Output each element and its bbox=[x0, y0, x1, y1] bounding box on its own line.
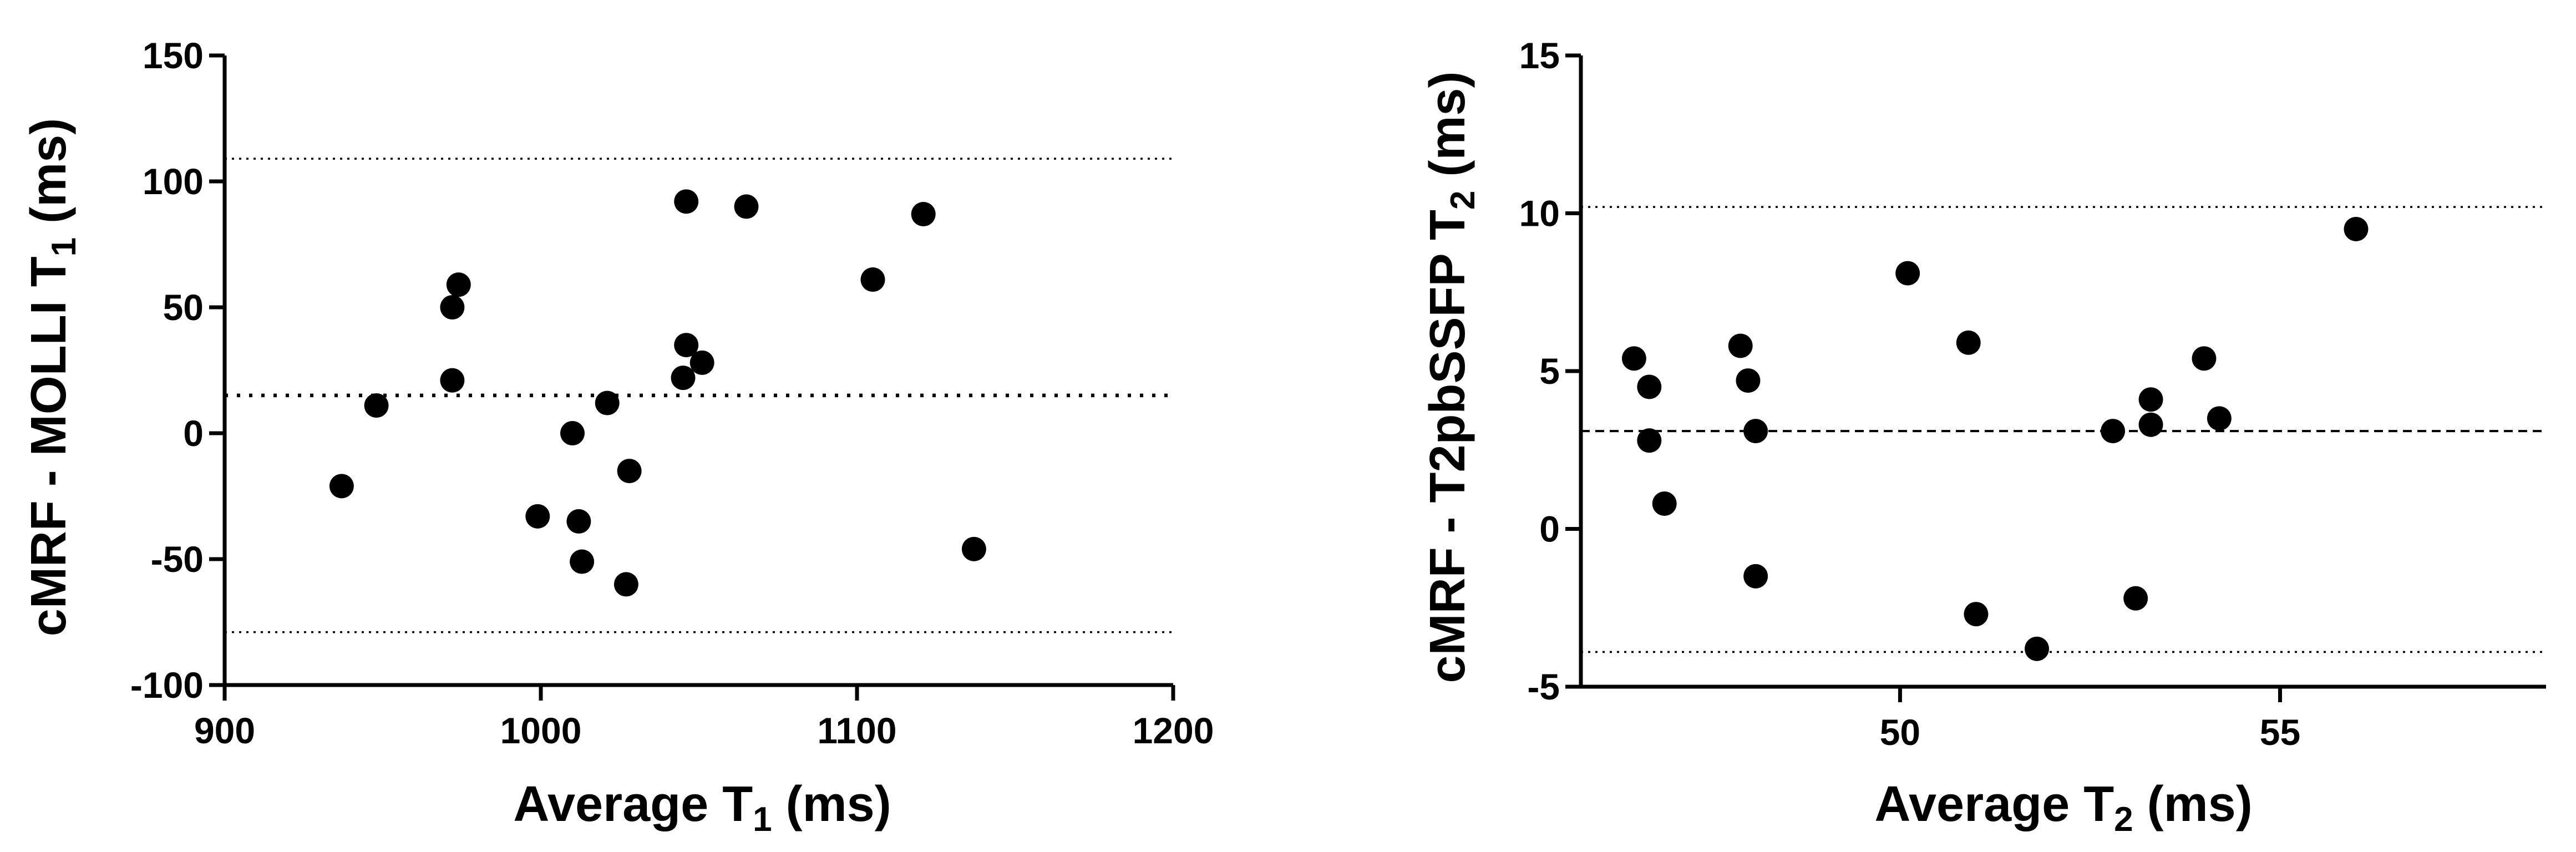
y-tick-label: -5 bbox=[1527, 666, 1560, 707]
data-point bbox=[1637, 374, 1662, 399]
data-point bbox=[2101, 419, 2126, 444]
data-point bbox=[674, 189, 699, 214]
data-point bbox=[566, 509, 591, 534]
data-points bbox=[329, 189, 986, 597]
data-point bbox=[1743, 564, 1768, 589]
data-point bbox=[570, 549, 595, 574]
x-axis-ticks: 50 55 bbox=[1880, 687, 2300, 753]
data-point bbox=[613, 572, 638, 597]
data-point bbox=[2123, 586, 2148, 611]
y-tick-label: -100 bbox=[130, 665, 204, 706]
data-point bbox=[1964, 602, 1989, 627]
data-point bbox=[364, 393, 389, 418]
data-point bbox=[595, 390, 620, 415]
data-point bbox=[1652, 491, 1677, 516]
y-tick-label: 5 bbox=[1539, 351, 1560, 392]
y-tick-label: 15 bbox=[1519, 35, 1560, 76]
x-tick-label: 1200 bbox=[1133, 710, 1214, 751]
x-tick-label: 900 bbox=[194, 710, 255, 751]
data-point bbox=[671, 366, 696, 390]
x-tick-label: 55 bbox=[2260, 712, 2300, 753]
data-point bbox=[911, 202, 936, 227]
data-point bbox=[2138, 412, 2163, 437]
data-point bbox=[961, 536, 986, 561]
x-axis-ticks: 900 1000 1100 1200 bbox=[194, 685, 1214, 751]
x-axis-title: Average T2 (ms) bbox=[1874, 777, 2252, 839]
data-point bbox=[2192, 346, 2217, 371]
data-points bbox=[1621, 216, 2369, 661]
data-point bbox=[1736, 368, 1761, 393]
data-point bbox=[2207, 406, 2232, 431]
data-point bbox=[560, 421, 585, 445]
y-tick-label: 0 bbox=[1539, 509, 1560, 550]
data-point bbox=[617, 459, 642, 484]
x-tick-label: 1000 bbox=[500, 710, 582, 751]
y-tick-label: 50 bbox=[163, 287, 204, 328]
data-point bbox=[689, 350, 714, 375]
y-tick-label: -50 bbox=[151, 539, 204, 580]
axes-frame bbox=[222, 55, 1173, 687]
data-point bbox=[525, 504, 550, 529]
data-point bbox=[1895, 261, 1920, 286]
x-axis-title: Average T1 (ms) bbox=[513, 777, 891, 839]
data-point bbox=[2344, 216, 2369, 241]
data-point bbox=[1743, 419, 1768, 444]
data-point bbox=[734, 194, 759, 219]
y-axis-title: cMRF - T2pbSSFP T2 (ms) bbox=[1420, 72, 1482, 683]
reference-lines bbox=[225, 158, 1173, 633]
y-tick-label: 10 bbox=[1519, 193, 1560, 234]
data-point bbox=[446, 272, 471, 297]
data-point bbox=[440, 295, 465, 320]
data-point bbox=[1956, 330, 1981, 355]
data-point bbox=[1637, 428, 1662, 453]
data-point bbox=[1621, 346, 1646, 371]
data-point bbox=[1728, 333, 1753, 358]
data-point bbox=[440, 368, 465, 393]
data-point bbox=[2138, 387, 2163, 412]
axes-frame bbox=[1579, 55, 2546, 689]
y-tick-label: 100 bbox=[143, 161, 204, 202]
t2-bland-altman-plot: -5 0 5 10 15 50 55 Average T2 (ms) cMRF - T2p… bbox=[1420, 35, 2546, 839]
data-point bbox=[674, 333, 699, 358]
y-tick-label: 0 bbox=[183, 413, 204, 454]
data-point bbox=[2025, 636, 2050, 661]
y-axis-ticks: -5 0 5 10 15 bbox=[1519, 35, 1581, 707]
x-tick-label: 50 bbox=[1880, 712, 1920, 753]
y-axis-ticks: -100 -50 0 50 100 150 bbox=[130, 35, 225, 706]
data-point bbox=[329, 474, 354, 499]
y-tick-label: 150 bbox=[143, 35, 204, 76]
t1-bland-altman-plot: -100 -50 0 50 100 150 900 1000 1100 1200 Average… bbox=[21, 35, 1214, 839]
x-tick-label: 1100 bbox=[817, 710, 896, 751]
reference-lines bbox=[1581, 206, 2546, 653]
y-axis-title: cMRF - MOLLI T1 (ms) bbox=[21, 118, 83, 636]
data-point bbox=[860, 267, 885, 292]
